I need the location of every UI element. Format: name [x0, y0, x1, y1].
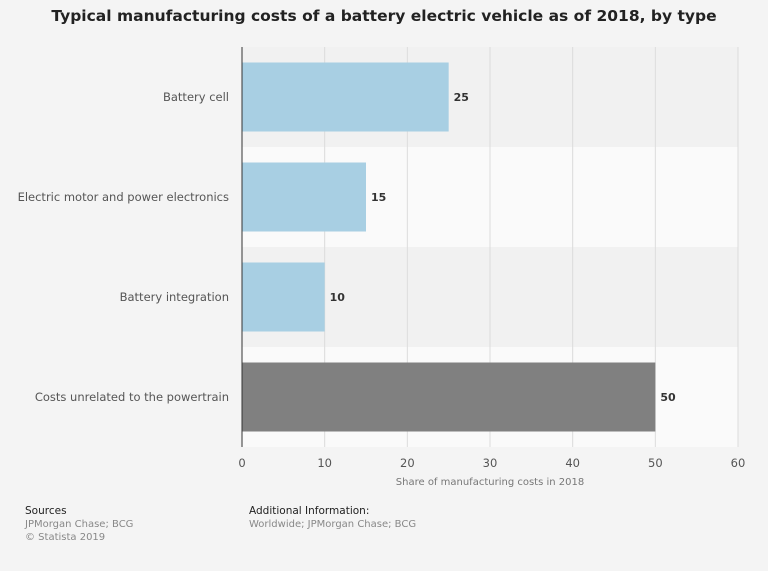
x-tick-label: 0	[238, 456, 245, 470]
x-tick-label: 60	[731, 456, 746, 470]
x-tick-label: 10	[317, 456, 332, 470]
additional-info-block: Additional Information: Worldwide; JPMor…	[249, 505, 416, 531]
bar	[242, 362, 656, 432]
data-label: 50	[660, 391, 676, 404]
copyright-line: © Statista 2019	[25, 532, 106, 543]
category-label: Electric motor and power electronics	[18, 190, 229, 204]
category-label: Battery integration	[120, 290, 229, 304]
bar	[242, 262, 325, 332]
x-tick-label: 30	[483, 456, 498, 470]
additional-info-line: Worldwide; JPMorgan Chase; BCG	[249, 519, 417, 530]
sources-block: Sources JPMorgan Chase; BCG © Statista 2…	[25, 505, 133, 544]
x-tick-label: 20	[400, 456, 415, 470]
data-label: 25	[454, 91, 469, 104]
x-tick-label: 40	[565, 456, 580, 470]
category-label: Costs unrelated to the powertrain	[35, 390, 229, 404]
category-label: Battery cell	[163, 90, 229, 104]
sources-heading: Sources	[25, 505, 67, 517]
chart-title: Typical manufacturing costs of a battery…	[51, 7, 717, 25]
bar	[242, 162, 366, 232]
data-label: 10	[330, 291, 346, 304]
bar-chart: 25 Battery cell 15 Electric motor and power…	[18, 47, 746, 488]
bar	[242, 62, 449, 132]
x-tick-label: 50	[648, 456, 663, 470]
data-label: 15	[371, 191, 386, 204]
sources-line: JPMorgan Chase; BCG	[25, 519, 134, 530]
x-axis-title: Share of manufacturing costs in 2018	[396, 477, 584, 488]
additional-info-heading: Additional Information:	[249, 505, 370, 517]
